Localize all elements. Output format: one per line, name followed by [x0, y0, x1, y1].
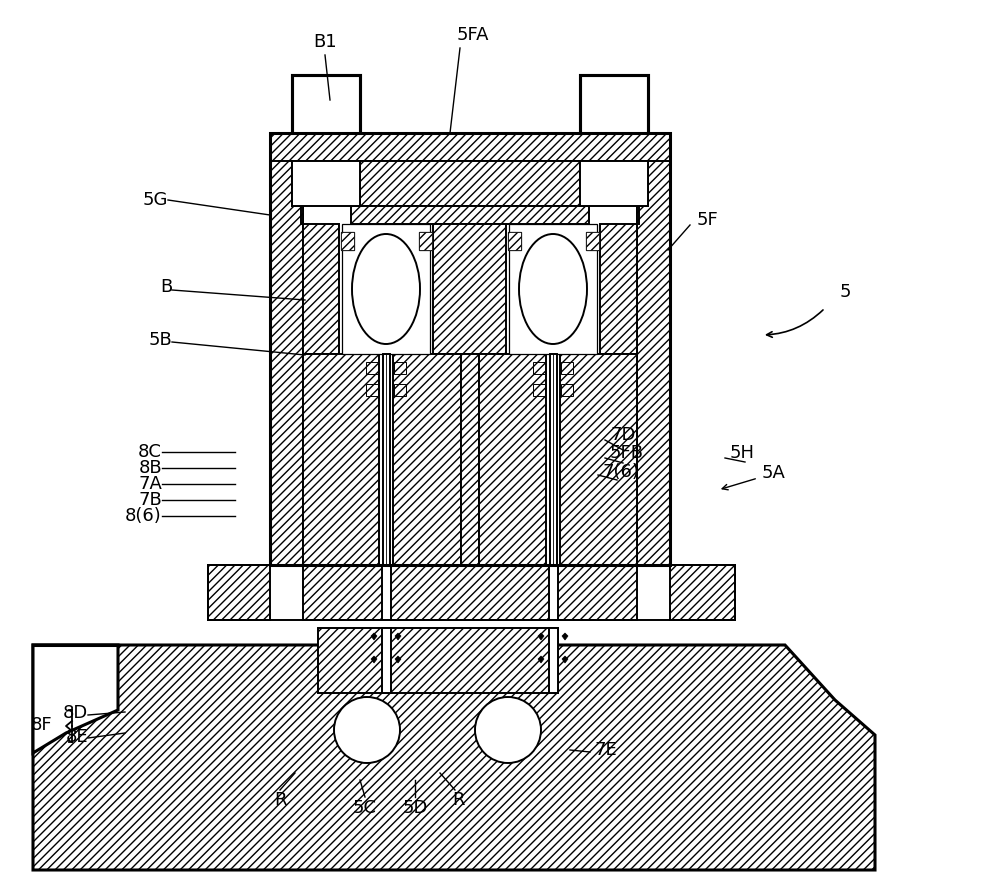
Polygon shape [562, 633, 568, 640]
Polygon shape [383, 354, 390, 565]
Text: B: B [160, 278, 172, 296]
Polygon shape [562, 656, 568, 663]
Polygon shape [580, 75, 648, 133]
Polygon shape [549, 565, 558, 620]
Text: R: R [274, 791, 286, 809]
Text: 5H: 5H [730, 444, 755, 462]
Text: 5: 5 [840, 283, 852, 301]
Circle shape [475, 697, 541, 763]
Text: 5A: 5A [762, 464, 786, 482]
Polygon shape [33, 645, 118, 753]
Polygon shape [270, 133, 670, 161]
Polygon shape [342, 224, 430, 354]
Text: R: R [452, 791, 464, 809]
Polygon shape [600, 224, 637, 354]
Polygon shape [580, 75, 648, 133]
Text: 8B: 8B [138, 459, 162, 477]
Polygon shape [208, 565, 270, 620]
Polygon shape [371, 633, 377, 640]
Text: B1: B1 [313, 33, 337, 51]
Text: 5G: 5G [143, 191, 168, 209]
Polygon shape [479, 354, 546, 565]
Bar [533, 362, 545, 374]
Polygon shape [33, 645, 875, 870]
Polygon shape [550, 354, 557, 565]
Polygon shape [419, 232, 432, 250]
Polygon shape [395, 633, 401, 640]
Text: 8E: 8E [65, 728, 88, 746]
Polygon shape [508, 232, 521, 250]
Bar [394, 362, 406, 374]
Bar [561, 362, 573, 374]
Polygon shape [538, 633, 544, 640]
Polygon shape [318, 628, 558, 693]
Polygon shape [341, 232, 354, 250]
Text: 8(6): 8(6) [125, 507, 162, 525]
Ellipse shape [352, 234, 420, 344]
Text: 5FB: 5FB [610, 444, 644, 462]
Text: 8C: 8C [138, 443, 162, 461]
Text: 5F: 5F [697, 211, 719, 229]
Text: 7(6): 7(6) [602, 463, 639, 481]
Polygon shape [670, 565, 735, 620]
Polygon shape [508, 232, 521, 250]
Polygon shape [549, 628, 558, 693]
Bar [394, 384, 406, 396]
Bar [366, 362, 378, 374]
Polygon shape [292, 75, 360, 133]
Text: 7E: 7E [595, 741, 618, 759]
Polygon shape [637, 133, 670, 565]
Text: 5C: 5C [353, 799, 377, 817]
Polygon shape [419, 232, 432, 250]
Polygon shape [303, 354, 379, 565]
Bar [561, 384, 573, 396]
Polygon shape [292, 75, 360, 133]
Polygon shape [580, 161, 648, 206]
Polygon shape [303, 224, 339, 354]
Polygon shape [301, 206, 303, 224]
Text: 5FA: 5FA [457, 26, 489, 44]
Polygon shape [395, 656, 401, 663]
Text: 7A: 7A [138, 475, 162, 493]
Polygon shape [637, 206, 639, 224]
Ellipse shape [519, 234, 587, 344]
Text: 5D: 5D [402, 799, 428, 817]
Polygon shape [341, 232, 354, 250]
Polygon shape [461, 354, 479, 565]
Bar [533, 384, 545, 396]
Polygon shape [292, 161, 360, 206]
Polygon shape [560, 354, 637, 565]
Polygon shape [270, 133, 303, 565]
Bar [366, 384, 378, 396]
Polygon shape [292, 161, 303, 206]
Text: 8F: 8F [30, 716, 52, 734]
Polygon shape [586, 232, 599, 250]
Text: 5B: 5B [148, 331, 172, 349]
Polygon shape [586, 232, 599, 250]
Polygon shape [637, 161, 648, 206]
Polygon shape [351, 206, 589, 224]
Polygon shape [382, 628, 391, 693]
Polygon shape [303, 565, 637, 620]
Polygon shape [360, 161, 580, 206]
Polygon shape [538, 656, 544, 663]
Text: 7D: 7D [610, 426, 635, 444]
Circle shape [334, 697, 400, 763]
Polygon shape [393, 354, 461, 565]
Polygon shape [382, 565, 391, 620]
Polygon shape [433, 224, 506, 354]
Polygon shape [371, 656, 377, 663]
Polygon shape [509, 224, 597, 354]
Text: 8D: 8D [63, 704, 88, 722]
Text: 7B: 7B [138, 491, 162, 509]
